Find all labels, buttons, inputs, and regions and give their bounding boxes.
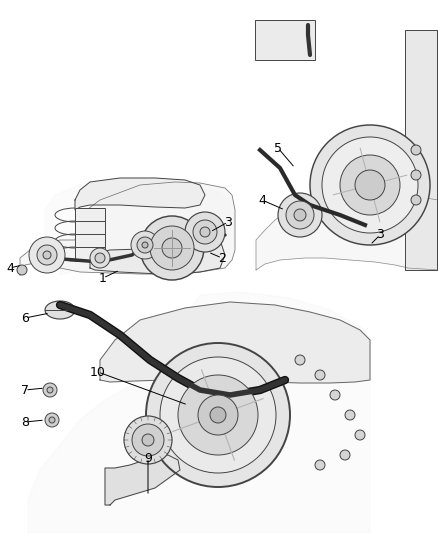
Circle shape — [137, 237, 153, 253]
Circle shape — [132, 424, 164, 456]
Circle shape — [322, 137, 418, 233]
Circle shape — [45, 413, 59, 427]
Polygon shape — [105, 455, 180, 505]
Ellipse shape — [45, 301, 75, 319]
Polygon shape — [90, 240, 225, 274]
Circle shape — [146, 343, 290, 487]
Circle shape — [43, 251, 51, 259]
Circle shape — [355, 170, 385, 200]
Circle shape — [124, 416, 172, 464]
Circle shape — [310, 125, 430, 245]
Circle shape — [200, 227, 210, 237]
Circle shape — [210, 407, 226, 423]
Circle shape — [198, 395, 238, 435]
Circle shape — [47, 387, 53, 393]
Circle shape — [49, 417, 55, 423]
FancyBboxPatch shape — [75, 234, 105, 248]
Circle shape — [142, 242, 148, 248]
Circle shape — [286, 201, 314, 229]
Circle shape — [330, 390, 340, 400]
Circle shape — [150, 226, 194, 270]
Circle shape — [340, 450, 350, 460]
Circle shape — [411, 170, 421, 180]
Circle shape — [162, 238, 182, 258]
Circle shape — [140, 216, 204, 280]
Polygon shape — [45, 182, 230, 275]
FancyBboxPatch shape — [75, 221, 105, 235]
Circle shape — [345, 410, 355, 420]
Text: 8: 8 — [21, 416, 29, 429]
Circle shape — [315, 460, 325, 470]
Text: 1: 1 — [99, 271, 107, 285]
Circle shape — [142, 434, 154, 446]
Circle shape — [340, 155, 400, 215]
FancyBboxPatch shape — [255, 20, 315, 60]
Polygon shape — [28, 292, 370, 533]
Text: 4: 4 — [6, 262, 14, 274]
Circle shape — [160, 357, 276, 473]
Text: 4: 4 — [258, 193, 266, 206]
Circle shape — [90, 248, 110, 268]
Circle shape — [294, 209, 306, 221]
Text: 9: 9 — [144, 451, 152, 464]
Text: 5: 5 — [274, 141, 282, 155]
Circle shape — [185, 212, 225, 252]
Text: 7: 7 — [21, 384, 29, 397]
FancyBboxPatch shape — [405, 30, 437, 270]
Circle shape — [295, 355, 305, 365]
Circle shape — [131, 231, 159, 259]
Circle shape — [17, 265, 27, 275]
Circle shape — [355, 430, 365, 440]
Circle shape — [95, 253, 105, 263]
Circle shape — [37, 245, 57, 265]
Circle shape — [278, 193, 322, 237]
FancyBboxPatch shape — [75, 247, 105, 261]
Polygon shape — [75, 178, 205, 210]
Circle shape — [315, 370, 325, 380]
Text: 6: 6 — [21, 311, 29, 325]
Polygon shape — [20, 182, 235, 275]
Text: 2: 2 — [218, 252, 226, 264]
FancyBboxPatch shape — [75, 208, 105, 222]
Circle shape — [193, 220, 217, 244]
Polygon shape — [100, 302, 370, 383]
Circle shape — [43, 383, 57, 397]
Text: 3: 3 — [376, 229, 384, 241]
Polygon shape — [256, 188, 438, 270]
Circle shape — [411, 195, 421, 205]
Text: 3: 3 — [224, 215, 232, 229]
Circle shape — [178, 375, 258, 455]
Circle shape — [29, 237, 65, 273]
Circle shape — [411, 145, 421, 155]
Text: 10: 10 — [90, 366, 106, 378]
